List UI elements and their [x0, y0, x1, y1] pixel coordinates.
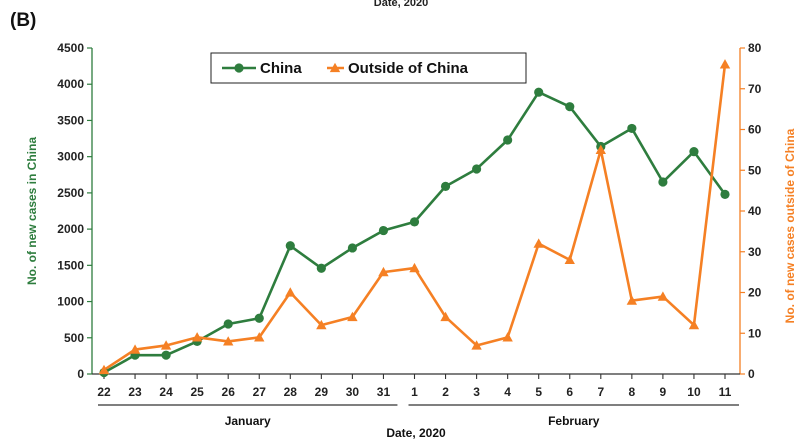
x-tick-label: 26: [222, 385, 236, 399]
x-tick-label: 31: [377, 385, 391, 399]
point-outside-of-china: [254, 332, 265, 342]
point-china: [720, 189, 730, 199]
point-china: [503, 135, 513, 145]
point-china: [316, 263, 326, 273]
labels-layer: January February Date, 2020 No. of new case…: [25, 128, 797, 440]
point-outside-of-china: [347, 311, 358, 322]
y-right-tick-label: 70: [748, 82, 762, 96]
y-right-tick-label: 40: [748, 204, 762, 218]
point-outside-of-china: [378, 266, 389, 277]
point-outside-of-china: [440, 311, 451, 322]
point-china: [223, 319, 233, 329]
y-left-tick-label: 2000: [57, 222, 84, 236]
point-china: [347, 243, 357, 253]
axes-layer: 0 500 1000 1500 2000 2500 3000 3500 4000 4500 0 10 2…: [57, 41, 761, 399]
y-right-tick-label: 0: [748, 367, 755, 381]
point-outside-of-china: [688, 319, 700, 330]
legend: China Outside of China: [210, 52, 527, 84]
point-outside-of-china: [223, 336, 234, 346]
legend-label-china: China: [260, 60, 302, 77]
y-left-tick-label: 3000: [57, 150, 84, 164]
y-left-tick-label: 1500: [57, 258, 84, 272]
series-line-outside-of-china: [103, 64, 727, 372]
point-outside-of-china: [471, 340, 482, 350]
point-china: [285, 241, 295, 251]
point-outside-of-china: [285, 287, 296, 297]
point-outside-of-china: [191, 332, 203, 342]
point-outside-of-china: [657, 291, 669, 301]
point-outside-of-china: [533, 238, 544, 248]
x-tick-label: 6: [566, 385, 573, 399]
x-tick-label: 9: [660, 385, 667, 399]
y-left-tick-label: 500: [64, 331, 84, 345]
point-china: [658, 177, 668, 187]
y-right-tick-label: 10: [748, 326, 762, 340]
x-tick-label: 5: [535, 385, 542, 399]
x-tick-label: 1: [411, 385, 418, 399]
x-tick-label: 24: [159, 385, 173, 399]
y-left-tick-label: 3500: [57, 113, 84, 127]
x-tick-label: 11: [719, 385, 732, 399]
series-line-china: [103, 90, 727, 374]
y-left-tick-label: 0: [77, 367, 84, 381]
panel-label: (B): [10, 10, 37, 31]
y-right-tick-label: 30: [748, 245, 762, 259]
y-left-tick-label: 1000: [57, 295, 84, 309]
legend-marker-outside-of-china: [329, 62, 341, 73]
legend-marker-china: [234, 63, 244, 73]
point-china: [472, 164, 482, 174]
point-outside-of-china: [719, 59, 731, 69]
point-china: [161, 350, 171, 360]
x-tick-label: 27: [253, 385, 267, 399]
point-china: [565, 102, 575, 112]
point-outside-of-china: [564, 254, 575, 265]
x-tick-label: 22: [97, 385, 111, 399]
top-caption: Date, 2020: [373, 0, 429, 9]
x-tick-label: 2: [442, 385, 449, 399]
x-tick-label: 8: [629, 385, 636, 399]
point-outside-of-china: [626, 295, 638, 305]
x-tick-label: 29: [315, 385, 329, 399]
y-left-tick-label: 4500: [57, 41, 84, 55]
point-china: [378, 225, 389, 236]
x-tick-label: 4: [504, 385, 511, 399]
point-outside-of-china: [160, 340, 172, 350]
point-outside-of-china: [409, 262, 420, 273]
point-outside-of-china: [129, 344, 141, 354]
x-tick-label: 3: [473, 385, 480, 399]
y-axis-right-title: No. of new cases outside of China: [783, 128, 797, 323]
y-left-tick-label: 4000: [57, 77, 84, 91]
point-china: [534, 87, 544, 97]
x-tick-label: 23: [128, 385, 142, 399]
y-right-tick-label: 20: [748, 286, 762, 300]
point-china: [440, 181, 451, 191]
legend-label-outside-of-china: Outside of China: [348, 60, 469, 77]
x-axis-title: Date, 2020: [386, 426, 446, 440]
x-tick-label: 25: [190, 385, 204, 399]
x-tick-label: 7: [597, 385, 604, 399]
y-left-tick-label: 2500: [57, 186, 84, 200]
month-label: January: [225, 414, 271, 428]
markers-layer: [98, 59, 731, 378]
x-tick-label: 28: [284, 385, 298, 399]
x-tick-label: 10: [687, 385, 701, 399]
y-right-tick-label: 60: [748, 123, 762, 137]
y-right-tick-label: 50: [748, 163, 762, 177]
month-label: February: [548, 414, 600, 428]
legend-box: [210, 52, 527, 84]
y-axis-left-title: No. of new cases in China: [25, 137, 39, 285]
point-outside-of-china: [98, 364, 110, 375]
point-outside-of-china: [502, 332, 513, 342]
point-china: [627, 123, 637, 134]
point-outside-of-china: [316, 319, 327, 330]
y-right-tick-label: 80: [748, 41, 762, 55]
point-china: [689, 146, 699, 157]
point-china: [409, 217, 420, 227]
point-outside-of-china: [595, 144, 606, 155]
point-china: [254, 313, 264, 323]
x-tick-label: 30: [346, 385, 360, 399]
